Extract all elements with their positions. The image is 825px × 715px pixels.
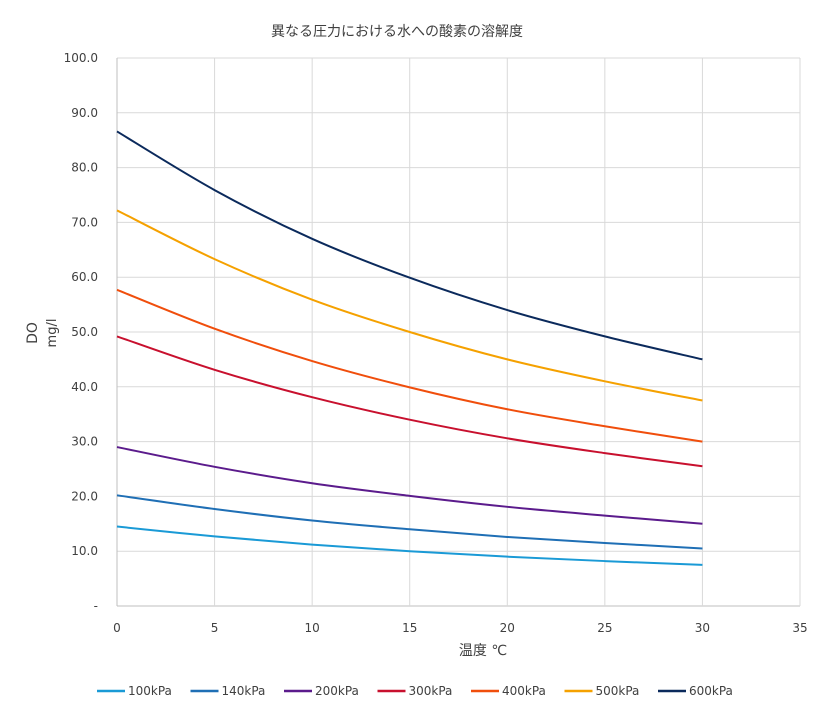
y-tick-label: 30.0 [71,435,98,449]
y-tick-label: 100.0 [64,51,98,65]
y-tick-label: 70.0 [71,215,98,229]
series-line-100kPa [116,525,703,566]
legend-label: 140kPa [222,684,266,698]
x-tick-label: 25 [597,621,612,635]
chart-title: 異なる圧力における水への酸素の溶解度 [271,24,523,40]
x-axis-label: 温度 ℃ [459,643,507,659]
legend-label: 500kPa [596,684,640,698]
x-tick-label: 5 [211,621,219,635]
y-tick-label: 40.0 [71,380,98,394]
y-tick-label: 80.0 [71,161,98,175]
y-tick-label: 90.0 [71,106,98,120]
x-tick-label: 0 [113,621,121,635]
x-tick-label: 20 [500,621,515,635]
series-line-600kPa [116,130,703,361]
series-line-500kPa [116,209,703,402]
legend-label: 400kPa [502,684,546,698]
series-line-400kPa [116,288,703,443]
x-tick-label: 35 [792,621,807,635]
y-tick-label: - [94,599,98,613]
legend-label: 300kPa [409,684,453,698]
legend-label: 200kPa [315,684,359,698]
x-tick-label: 30 [695,621,710,635]
series-line-300kPa [116,335,703,468]
x-tick-label: 10 [305,621,320,635]
legend-label: 100kPa [128,684,172,698]
y-tick-label: 50.0 [71,325,98,339]
y-tick-label: 60.0 [71,270,98,284]
x-tick-label: 15 [402,621,417,635]
y-tick-label: 20.0 [71,489,98,503]
y-axis-label-line1: DO [25,322,41,344]
y-tick-label: 10.0 [71,544,98,558]
legend-label: 600kPa [689,684,733,698]
series-line-140kPa [116,494,703,550]
y-axis-label-line2: mg/l [45,319,60,348]
series-line-200kPa [116,446,703,525]
